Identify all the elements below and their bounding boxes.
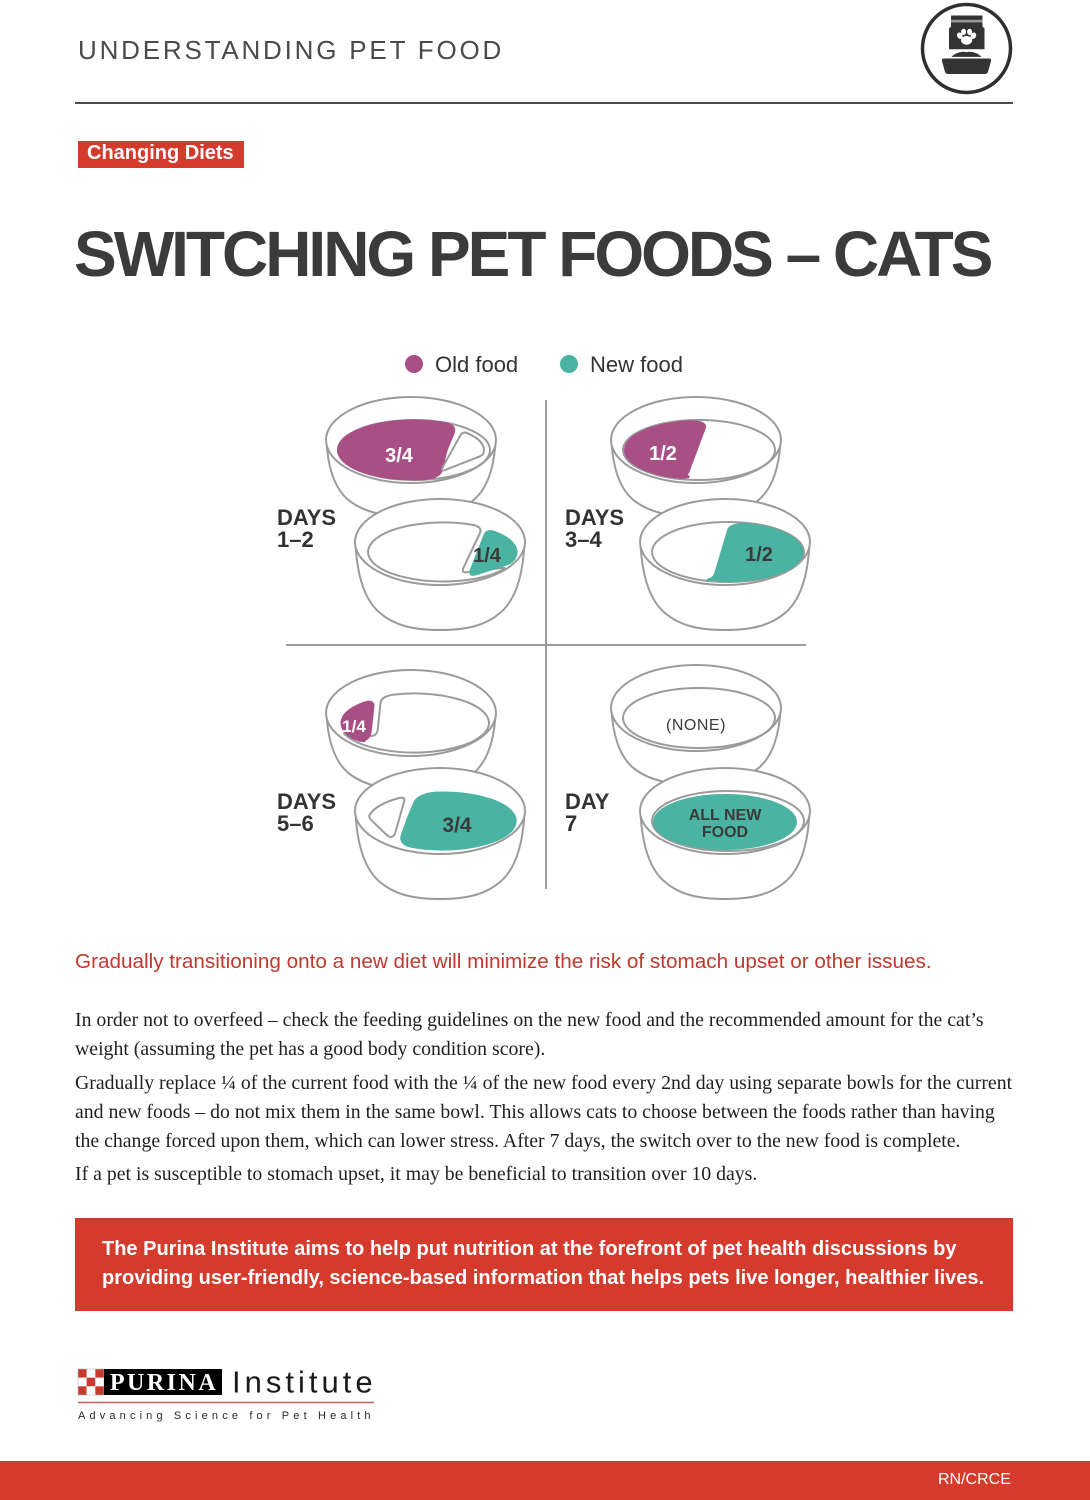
- svg-text:Advancing Science for Pet Heal: Advancing Science for Pet Health: [78, 1410, 375, 1422]
- svg-text:(NONE): (NONE): [666, 717, 726, 734]
- svg-text:ALL NEW: ALL NEW: [689, 807, 762, 824]
- svg-text:3/4: 3/4: [442, 814, 472, 837]
- svg-text:3/4: 3/4: [385, 445, 414, 467]
- svg-text:1/2: 1/2: [649, 443, 677, 465]
- svg-text:1/4: 1/4: [342, 717, 366, 736]
- svg-text:1/2: 1/2: [745, 544, 773, 566]
- svg-text:PURINA: PURINA: [110, 1370, 218, 1396]
- svg-text:1/4: 1/4: [473, 545, 502, 567]
- svg-text:FOOD: FOOD: [702, 824, 748, 841]
- svg-text:Institute: Institute: [232, 1366, 377, 1400]
